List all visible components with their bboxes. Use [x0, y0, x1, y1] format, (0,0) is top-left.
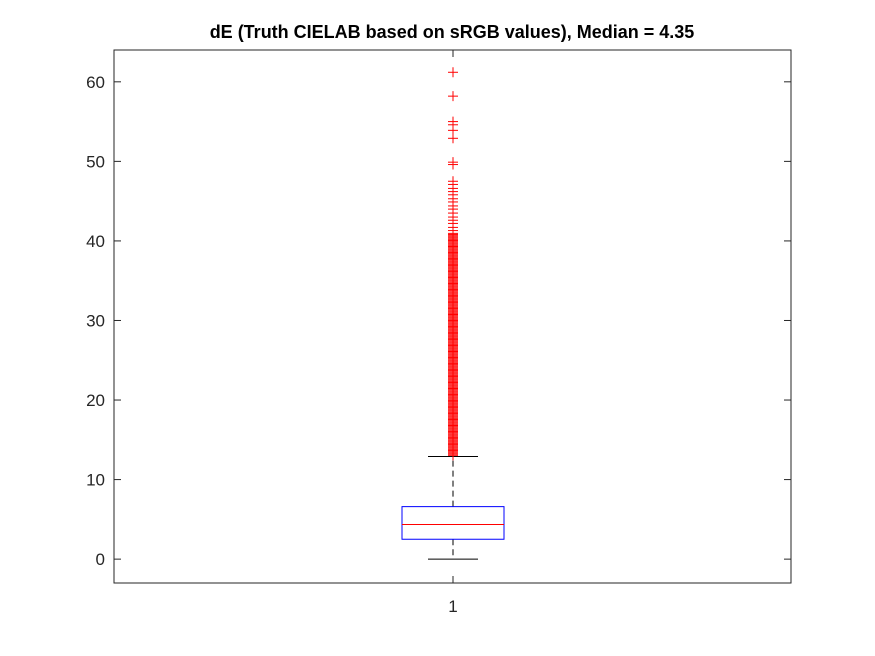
- iqr-box: [401, 506, 505, 540]
- y-tick-label: 50: [86, 152, 105, 171]
- y-tick-label: 0: [96, 550, 105, 569]
- y-tick-label: 30: [86, 311, 105, 330]
- outlier-point: [448, 176, 458, 187]
- outlier-point: [448, 157, 458, 168]
- chart-title: dE (Truth CIELAB based on sRGB values), …: [210, 22, 695, 42]
- plot-area: 0 10 20 30 40 50 60 1: [86, 49, 792, 616]
- x-tick-label: 1: [448, 597, 457, 616]
- outlier-point: [448, 91, 458, 102]
- outlier-point: [448, 67, 458, 78]
- y-tick-label: 10: [86, 471, 105, 490]
- outlier-point: [448, 116, 458, 127]
- y-tick-label: 40: [86, 232, 105, 251]
- y-tick-label: 20: [86, 391, 105, 410]
- y-tick-label: 60: [86, 73, 105, 92]
